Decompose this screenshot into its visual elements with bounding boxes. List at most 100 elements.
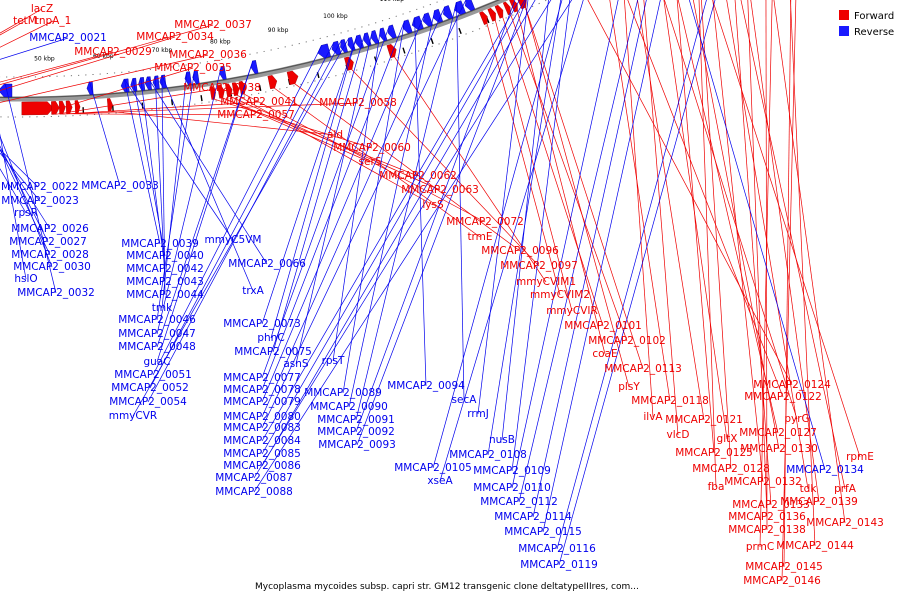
gene-label-mmcap2-0143[interactable]: MMCAP2_0143 xyxy=(806,517,884,529)
gene-label-mmcap2-0146[interactable]: MMCAP2_0146 xyxy=(743,575,821,587)
gene-label-mmcap2-0042[interactable]: MMCAP2_0042 xyxy=(126,263,204,275)
gene-label-mmcap2-0034[interactable]: MMCAP2_0034 xyxy=(136,31,214,43)
gene-label-mmcap2-0102[interactable]: MMCAP2_0102 xyxy=(588,335,666,347)
gene-label-asns[interactable]: asnS xyxy=(283,358,309,370)
gene-label-mmcap2-0105[interactable]: MMCAP2_0105 xyxy=(394,462,472,474)
gene-label-mmycvr[interactable]: mmyCVR xyxy=(109,410,157,422)
gene-label-vlcd[interactable]: vlcD xyxy=(667,429,690,441)
gene-label-mmcap2-0083[interactable]: MMCAP2_0083 xyxy=(223,422,301,434)
gene-label-mmcap2-0062[interactable]: MMCAP2_0062 xyxy=(379,170,457,182)
gene-label-ald[interactable]: ald xyxy=(327,129,343,141)
gene-label-mmcap2-0066[interactable]: MMCAP2_0066 xyxy=(228,258,306,270)
gene-label-mmcap2-0113[interactable]: MMCAP2_0113 xyxy=(604,363,682,375)
gene-label-trxa[interactable]: trxA xyxy=(242,285,264,297)
gene-label-mmcap2-0116[interactable]: MMCAP2_0116 xyxy=(518,543,596,555)
gene-label-rrmj[interactable]: rrmJ xyxy=(467,408,489,420)
gene-label-mmcap2-0048[interactable]: MMCAP2_0048 xyxy=(118,341,196,353)
gene-label-mmcap2-0040[interactable]: MMCAP2_0040 xyxy=(126,250,204,262)
gene-label-mmcap2-0130[interactable]: MMCAP2_0130 xyxy=(740,443,818,455)
gene-label-mmcap2-0022[interactable]: MMCAP2_0022 xyxy=(1,181,79,193)
gene-label-xsea[interactable]: xseA xyxy=(427,475,453,487)
gene-label-tetm[interactable]: tetM xyxy=(13,15,37,27)
gene-label-fba[interactable]: fba xyxy=(708,481,725,493)
gene-label-seca[interactable]: secA xyxy=(452,394,478,406)
gene-label-mmcap2-0041[interactable]: MMCAP2_0041 xyxy=(220,96,298,108)
gene-label-mmcap2-0121[interactable]: MMCAP2_0121 xyxy=(665,414,743,426)
gene-label-mmcap2-0132[interactable]: MMCAP2_0132 xyxy=(724,476,802,488)
gene-label-lacz[interactable]: lacZ xyxy=(31,3,53,15)
gene-label-mmcap2-0057[interactable]: MMCAP2_0057 xyxy=(217,109,295,121)
gene-label-ilva[interactable]: ilvA xyxy=(643,411,663,423)
gene-label-mmcap2-0023[interactable]: MMCAP2_0023 xyxy=(1,195,79,207)
gene-label-mmcap2-0127[interactable]: MMCAP2_0127 xyxy=(739,427,817,439)
gene-label-mmcap2-0047[interactable]: MMCAP2_0047 xyxy=(118,328,196,340)
gene-label-mmcap2-0108[interactable]: MMCAP2_0108 xyxy=(449,449,527,461)
gene-label-mmcap2-0036[interactable]: MMCAP2_0036 xyxy=(169,49,247,61)
gene-label-mmcap2-0133[interactable]: MMCAP2_0133 xyxy=(732,499,810,511)
gene-label-mmcap2-0044[interactable]: MMCAP2_0044 xyxy=(126,289,204,301)
gene-label-mmcap2-0072[interactable]: MMCAP2_0072 xyxy=(446,216,524,228)
gene-label-mmcap2-0026[interactable]: MMCAP2_0026 xyxy=(11,223,89,235)
gene-label-mmcap2-0145[interactable]: MMCAP2_0145 xyxy=(745,561,823,573)
gene-label-mmcap2-0109[interactable]: MMCAP2_0109 xyxy=(473,465,551,477)
gene-label-mmycvim1[interactable]: mmyCVIM1 xyxy=(516,276,576,288)
gene-label-hslo[interactable]: hslO xyxy=(14,273,37,285)
gene-label-mmcap2-0084[interactable]: MMCAP2_0084 xyxy=(223,435,301,447)
gene-label-tdk[interactable]: tdk xyxy=(800,483,818,495)
gene-label-mmcap2-0078[interactable]: MMCAP2_0078 xyxy=(223,384,301,396)
gene-label-mmcap2-0118[interactable]: MMCAP2_0118 xyxy=(631,395,709,407)
gene-label-trme[interactable]: trmE xyxy=(467,231,492,243)
gene-label-mmcap2-0032[interactable]: MMCAP2_0032 xyxy=(17,287,95,299)
gene-label-mmcap2-0077[interactable]: MMCAP2_0077 xyxy=(223,372,301,384)
gene-label-mmcap2-0028[interactable]: MMCAP2_0028 xyxy=(11,249,89,261)
gene-label-mmcap2-0086[interactable]: MMCAP2_0086 xyxy=(223,460,301,472)
gene-label-mmycvir[interactable]: mmyCVIR xyxy=(546,305,598,317)
gene-label-plsy[interactable]: plsY xyxy=(618,381,640,393)
gene-label-mmcap2-0124[interactable]: MMCAP2_0124 xyxy=(753,379,831,391)
gene-label-mmcap2-0087[interactable]: MMCAP2_0087 xyxy=(215,472,293,484)
gene-label-tmk[interactable]: tmk xyxy=(152,302,173,314)
gene-label-mmcap2-0097[interactable]: MMCAP2_0097 xyxy=(500,260,578,272)
gene-label-mmcap2-0054[interactable]: MMCAP2_0054 xyxy=(109,396,187,408)
gene-label-mmcap2-0094[interactable]: MMCAP2_0094 xyxy=(387,380,465,392)
gene-label-rpst[interactable]: rpsT xyxy=(322,355,345,367)
gene-label-mmcap2-0092[interactable]: MMCAP2_0092 xyxy=(317,426,395,438)
gene-label-coae[interactable]: coaE xyxy=(592,348,617,360)
gene-label-mmcap2-0136[interactable]: MMCAP2_0136 xyxy=(728,511,806,523)
gene-label-mmcap2-0128[interactable]: MMCAP2_0128 xyxy=(692,463,770,475)
gene-label-prfa[interactable]: prfA xyxy=(834,483,857,495)
gene-label-mmcap2-0038[interactable]: MMCAP2_0038 xyxy=(183,82,261,94)
gene-label-mmyc5vm[interactable]: mmyC5VM xyxy=(205,234,262,246)
gene-label-mmcap2-0096[interactable]: MMCAP2_0096 xyxy=(481,245,559,257)
gene-label-mmcap2-0060[interactable]: MMCAP2_0060 xyxy=(333,142,411,154)
gene-label-mmcap2-0021[interactable]: MMCAP2_0021 xyxy=(29,32,107,44)
gene-label-mmcap2-0093[interactable]: MMCAP2_0093 xyxy=(318,439,396,451)
gene-label-mmcap2-0079[interactable]: MMCAP2_0079 xyxy=(223,396,301,408)
gene-label-mmcap2-0125[interactable]: MMCAP2_0125 xyxy=(675,447,753,459)
gene-label-mmcap2-0051[interactable]: MMCAP2_0051 xyxy=(114,369,192,381)
gene-label-rpsr[interactable]: rpsR xyxy=(14,207,38,219)
gene-label-mmcap2-0080[interactable]: MMCAP2_0080 xyxy=(223,411,301,423)
gene-label-mmcap2-0039[interactable]: MMCAP2_0039 xyxy=(121,238,199,250)
gene-label-mmcap2-0058[interactable]: MMCAP2_0058 xyxy=(319,97,397,109)
gene-label-mmcap2-0110[interactable]: MMCAP2_0110 xyxy=(473,482,551,494)
gene-label-mmcap2-0046[interactable]: MMCAP2_0046 xyxy=(118,314,196,326)
gene-label-mmcap2-0029[interactable]: MMCAP2_0029 xyxy=(74,46,152,58)
gene-label-phnc[interactable]: phnC xyxy=(257,332,284,344)
gene-label-mmcap2-0122[interactable]: MMCAP2_0122 xyxy=(744,391,822,403)
gene-label-mmcap2-0119[interactable]: MMCAP2_0119 xyxy=(520,559,598,571)
gene-label-mmcap2-0115[interactable]: MMCAP2_0115 xyxy=(504,526,582,538)
gene-label-rpme[interactable]: rpmE xyxy=(846,451,874,463)
gene-label-sers[interactable]: serS xyxy=(359,156,382,168)
gene-label-mmcap2-0134[interactable]: MMCAP2_0134 xyxy=(786,464,864,476)
gene-label-mmcap2-0088[interactable]: MMCAP2_0088 xyxy=(215,486,293,498)
gene-label-mmcap2-0037[interactable]: MMCAP2_0037 xyxy=(174,19,252,31)
gene-label-mmcap2-0073[interactable]: MMCAP2_0073 xyxy=(223,318,301,330)
gene-label-mmcap2-0027[interactable]: MMCAP2_0027 xyxy=(9,236,87,248)
gene-label-lyss[interactable]: lysS xyxy=(422,199,444,211)
gene-label-mmcap2-0114[interactable]: MMCAP2_0114 xyxy=(494,511,572,523)
gene-label-mmcap2-0030[interactable]: MMCAP2_0030 xyxy=(13,261,91,273)
gene-label-pyrg[interactable]: pyrG xyxy=(784,413,809,425)
gene-label-mmcap2-0035[interactable]: MMCAP2_0035 xyxy=(154,62,232,74)
gene-label-mmcap2-0052[interactable]: MMCAP2_0052 xyxy=(111,382,189,394)
